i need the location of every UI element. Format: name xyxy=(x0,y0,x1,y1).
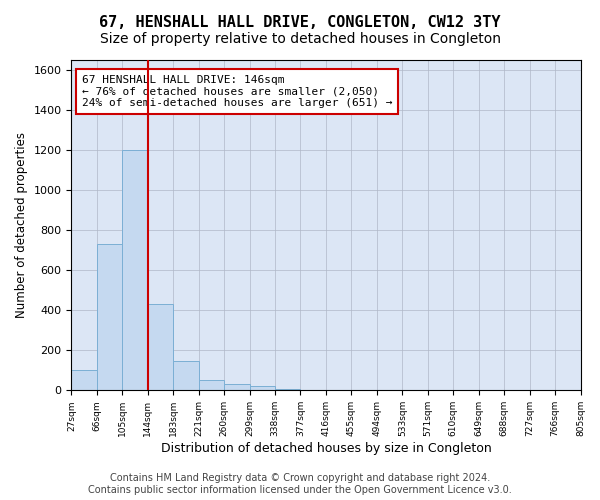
Text: 67 HENSHALL HALL DRIVE: 146sqm
← 76% of detached houses are smaller (2,050)
24% : 67 HENSHALL HALL DRIVE: 146sqm ← 76% of … xyxy=(82,75,392,108)
Bar xyxy=(199,380,224,390)
Text: 67, HENSHALL HALL DRIVE, CONGLETON, CW12 3TY: 67, HENSHALL HALL DRIVE, CONGLETON, CW12… xyxy=(99,15,501,30)
Text: Size of property relative to detached houses in Congleton: Size of property relative to detached ho… xyxy=(100,32,500,46)
Bar xyxy=(148,304,173,390)
Bar xyxy=(250,386,275,390)
Y-axis label: Number of detached properties: Number of detached properties xyxy=(15,132,28,318)
Bar xyxy=(224,384,250,390)
Text: Contains HM Land Registry data © Crown copyright and database right 2024.
Contai: Contains HM Land Registry data © Crown c… xyxy=(88,474,512,495)
X-axis label: Distribution of detached houses by size in Congleton: Distribution of detached houses by size … xyxy=(161,442,491,455)
Bar xyxy=(122,150,148,390)
Bar xyxy=(173,362,199,390)
Bar xyxy=(97,244,122,390)
Bar xyxy=(71,370,97,390)
